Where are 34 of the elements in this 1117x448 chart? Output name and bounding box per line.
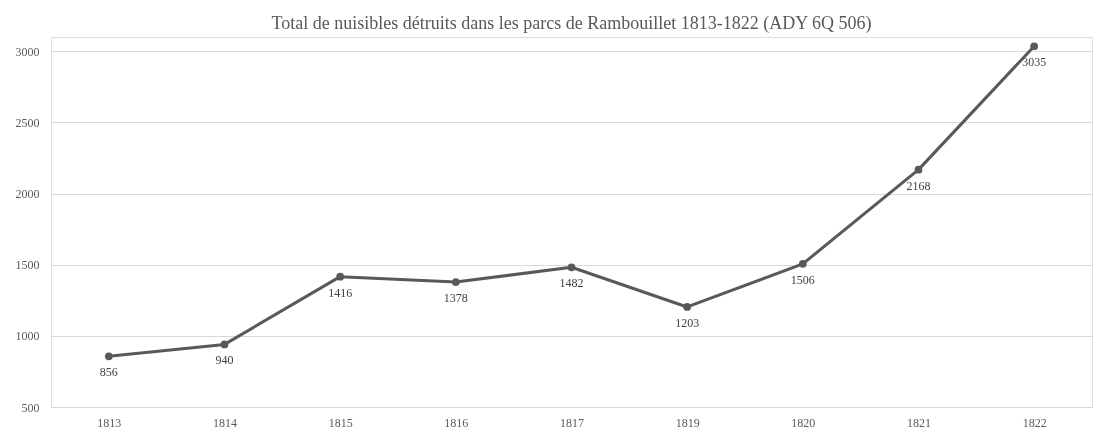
point	[451, 278, 460, 286]
point	[567, 263, 576, 272]
data-label: 1203	[675, 315, 700, 330]
x-tick-label: 1819	[675, 415, 700, 430]
y-tick-label: 1500	[15, 258, 40, 273]
y-tick-label: 3000	[15, 44, 40, 59]
data-label: 3035	[1022, 55, 1047, 70]
data-label: 1482	[559, 276, 584, 291]
x-tick-label: 1814	[213, 415, 237, 430]
point	[683, 303, 692, 311]
y-tick-label: 500	[21, 400, 40, 415]
chart-title: Total de nuisibles détruits dans les parcs de Rambouillet 1813-1822 (ADY 6Q 506)	[271, 13, 872, 34]
point	[336, 272, 345, 281]
data-label: 2168	[906, 178, 931, 193]
data-label: 1378	[443, 291, 468, 306]
point	[1030, 42, 1039, 51]
data-label: 1506	[790, 272, 815, 287]
point	[914, 165, 923, 174]
x-tick-label: 1820	[791, 415, 816, 430]
point	[220, 340, 229, 349]
point	[798, 259, 807, 268]
x-tick-label: 1816	[444, 415, 469, 430]
y-tick-label: 2500	[15, 115, 40, 130]
data-label: 856	[99, 365, 118, 380]
data-label: 1416	[328, 285, 353, 300]
x-tick-label: 1821	[907, 415, 931, 430]
x-tick-label: 1817	[560, 415, 584, 430]
point	[104, 352, 113, 361]
data-label: 940	[215, 353, 234, 368]
y-tick-label: 2000	[15, 187, 40, 202]
x-tick-label: 1822	[1022, 415, 1047, 430]
x-tick-label: 1813	[97, 415, 122, 430]
y-tick-label: 1000	[15, 329, 40, 344]
x-tick-label: 1815	[328, 415, 353, 430]
